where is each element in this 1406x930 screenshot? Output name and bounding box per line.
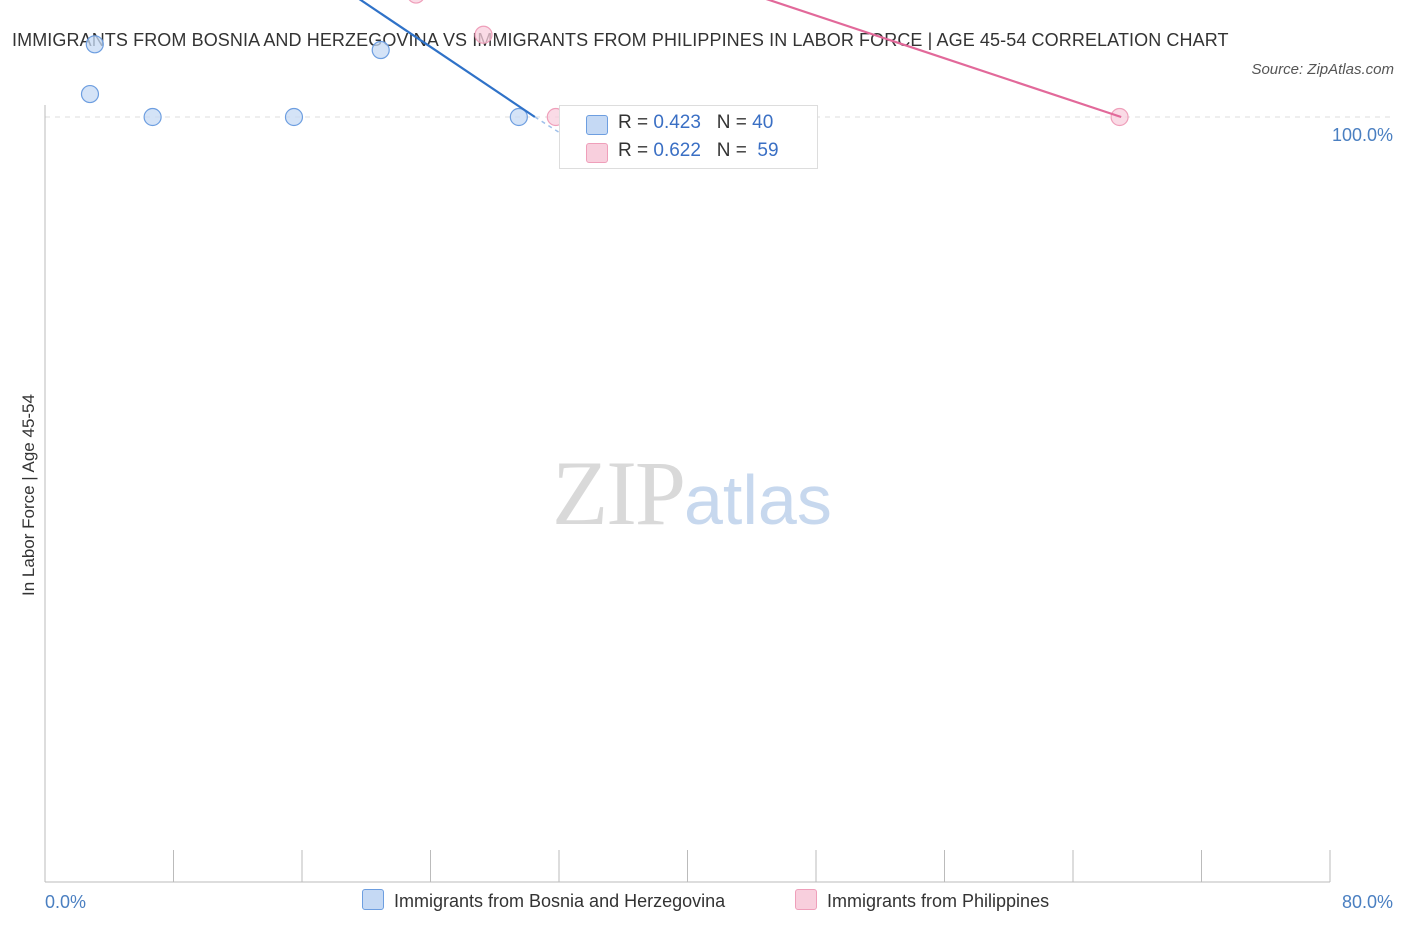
philippines-trend-line bbox=[765, 0, 1122, 119]
watermark-zip: ZIP bbox=[552, 442, 686, 544]
legend-r-value: 0.622 bbox=[653, 140, 701, 161]
chart-title: IMMIGRANTS FROM BOSNIA AND HERZEGOVINA V… bbox=[12, 30, 1229, 50]
bosnia-point bbox=[85, 35, 104, 54]
philippines-point bbox=[408, 0, 424, 4]
legend-r-value: 0.423 bbox=[653, 112, 701, 133]
bottom-legend-swatch-bosnia bbox=[362, 889, 384, 910]
bosnia-point bbox=[143, 107, 162, 127]
y-tick-label: 100.0% bbox=[1332, 125, 1393, 145]
legend-swatch-philippines bbox=[586, 143, 608, 163]
bosnia-point bbox=[80, 84, 100, 104]
gridlines bbox=[45, 116, 1395, 118]
bottom-legend-label: Immigrants from Bosnia and Herzegovina bbox=[394, 891, 726, 911]
bosnia-trend-line bbox=[358, 0, 536, 118]
x-tick-label: 0.0% bbox=[45, 892, 86, 912]
bottom-legend-philippines: Immigrants from Philippines bbox=[795, 889, 1049, 912]
legend-n-label: N = bbox=[716, 112, 753, 133]
watermark: ZIPatlas bbox=[552, 440, 832, 546]
bosnia-point bbox=[284, 107, 304, 127]
legend-swatch-bosnia bbox=[586, 115, 608, 135]
legend-n-value: 59 bbox=[757, 140, 779, 161]
legend-n-label: N = bbox=[716, 140, 753, 161]
bosnia-point bbox=[371, 40, 390, 60]
legend-r-label: R = bbox=[618, 140, 654, 161]
legend-n-value: 40 bbox=[752, 112, 774, 133]
axes bbox=[44, 105, 1331, 883]
watermark-atlas: atlas bbox=[684, 461, 832, 539]
bottom-legend-swatch-philippines bbox=[795, 889, 817, 910]
x-tick-label: 80.0% bbox=[1342, 892, 1393, 912]
philippines-point bbox=[474, 25, 493, 44]
correlation-legend: R = 0.423 N = 40 R = 0.622 N = 59 bbox=[559, 105, 818, 169]
tick-labels: 70.0%80.0%90.0%100.0%0.0%80.0% bbox=[45, 125, 1393, 912]
legend-r-label: R = bbox=[618, 112, 654, 133]
bosnia-point bbox=[509, 107, 528, 127]
bottom-legend-bosnia: Immigrants from Bosnia and Herzegovina bbox=[362, 889, 725, 912]
source-label: Source: ZipAtlas.com bbox=[1251, 61, 1394, 78]
trend-lines bbox=[358, 0, 1122, 133]
bottom-legend-label: Immigrants from Philippines bbox=[827, 891, 1050, 911]
y-axis-label: In Labor Force | Age 45-54 bbox=[19, 394, 38, 596]
